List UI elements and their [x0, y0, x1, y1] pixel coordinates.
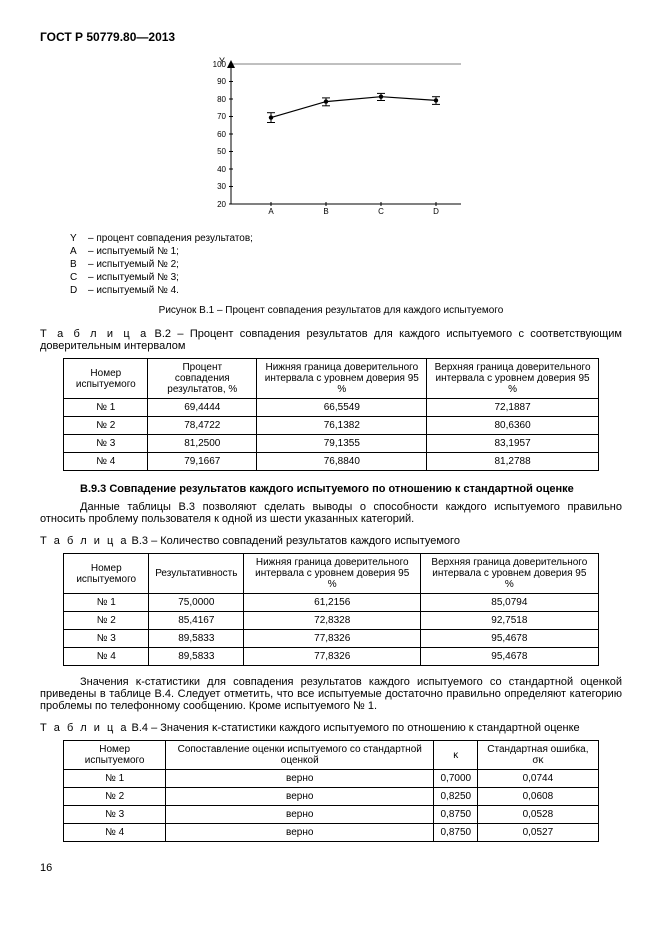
- chart-legend: Y– процент совпадения результатов; A– ис…: [70, 232, 622, 297]
- svg-text:60: 60: [217, 130, 226, 139]
- table-header: Нижняя граница доверительного интервала …: [257, 359, 427, 399]
- figure-caption: Рисунок В.1 – Процент совпадения результ…: [40, 305, 622, 316]
- svg-text:A: A: [268, 207, 274, 216]
- svg-text:C: C: [378, 207, 384, 216]
- table-b2-caption: Т а б л и ц а В.2 – Процент совпадения р…: [40, 328, 622, 352]
- legend-c: – испытуемый № 3;: [88, 272, 179, 283]
- legend-d: – испытуемый № 4.: [88, 285, 179, 296]
- legend-b: – испытуемый № 2;: [88, 259, 179, 270]
- svg-text:Y: Y: [219, 56, 225, 66]
- chart-b1: 20 30 40 50 60 70 80 90 100 Y A B C D: [40, 54, 622, 227]
- svg-text:90: 90: [217, 77, 226, 86]
- kappa-paragraph: Значения κ-статистики для совпадения рез…: [40, 676, 622, 712]
- svg-text:20: 20: [217, 200, 226, 209]
- table-b3-caption: Т а б л и ц а В.3 – Количество совпадени…: [40, 535, 622, 547]
- table-header: Номер испытуемого: [64, 359, 148, 399]
- table-b4-caption: Т а б л и ц а В.4 – Значения κ-статистик…: [40, 722, 622, 734]
- legend-y: – процент совпадения результатов;: [88, 233, 253, 244]
- table-header: κ: [434, 741, 478, 770]
- table-header: Результативность: [149, 554, 244, 594]
- table-b4: Номер испытуемого Сопоставление оценки и…: [63, 740, 598, 842]
- svg-text:B: B: [323, 207, 328, 216]
- doc-header: ГОСТ Р 50779.80—2013: [40, 30, 622, 44]
- table-b2: Номер испытуемого Процент совпадения рез…: [63, 358, 598, 471]
- table-header: Верхняя граница доверительного интервала…: [421, 554, 599, 594]
- table-b3: Номер испытуемого Результативность Нижня…: [63, 553, 598, 666]
- svg-text:30: 30: [217, 182, 226, 191]
- table-header: Верхняя граница доверительного интервала…: [427, 359, 598, 399]
- section-b93-para: Данные таблицы В.3 позволяют сделать выв…: [40, 501, 622, 525]
- svg-text:50: 50: [217, 147, 226, 156]
- svg-text:D: D: [433, 207, 439, 216]
- legend-a: – испытуемый № 1;: [88, 246, 179, 257]
- table-header: Нижняя граница доверительного интервала …: [244, 554, 421, 594]
- table-header: Номер испытуемого: [64, 554, 149, 594]
- table-header: Стандартная ошибка, σκ: [478, 741, 599, 770]
- chart-svg: 20 30 40 50 60 70 80 90 100 Y A B C D: [181, 54, 481, 224]
- section-b93-title: В.9.3 Совпадение результатов каждого исп…: [80, 483, 622, 495]
- page-number: 16: [40, 862, 622, 874]
- svg-text:70: 70: [217, 112, 226, 121]
- table-header: Процент совпадения результатов, %: [148, 359, 257, 399]
- table-header: Номер испытуемого: [64, 741, 166, 770]
- svg-text:80: 80: [217, 95, 226, 104]
- svg-text:40: 40: [217, 165, 226, 174]
- table-header: Сопоставление оценки испытуемого со стан…: [165, 741, 434, 770]
